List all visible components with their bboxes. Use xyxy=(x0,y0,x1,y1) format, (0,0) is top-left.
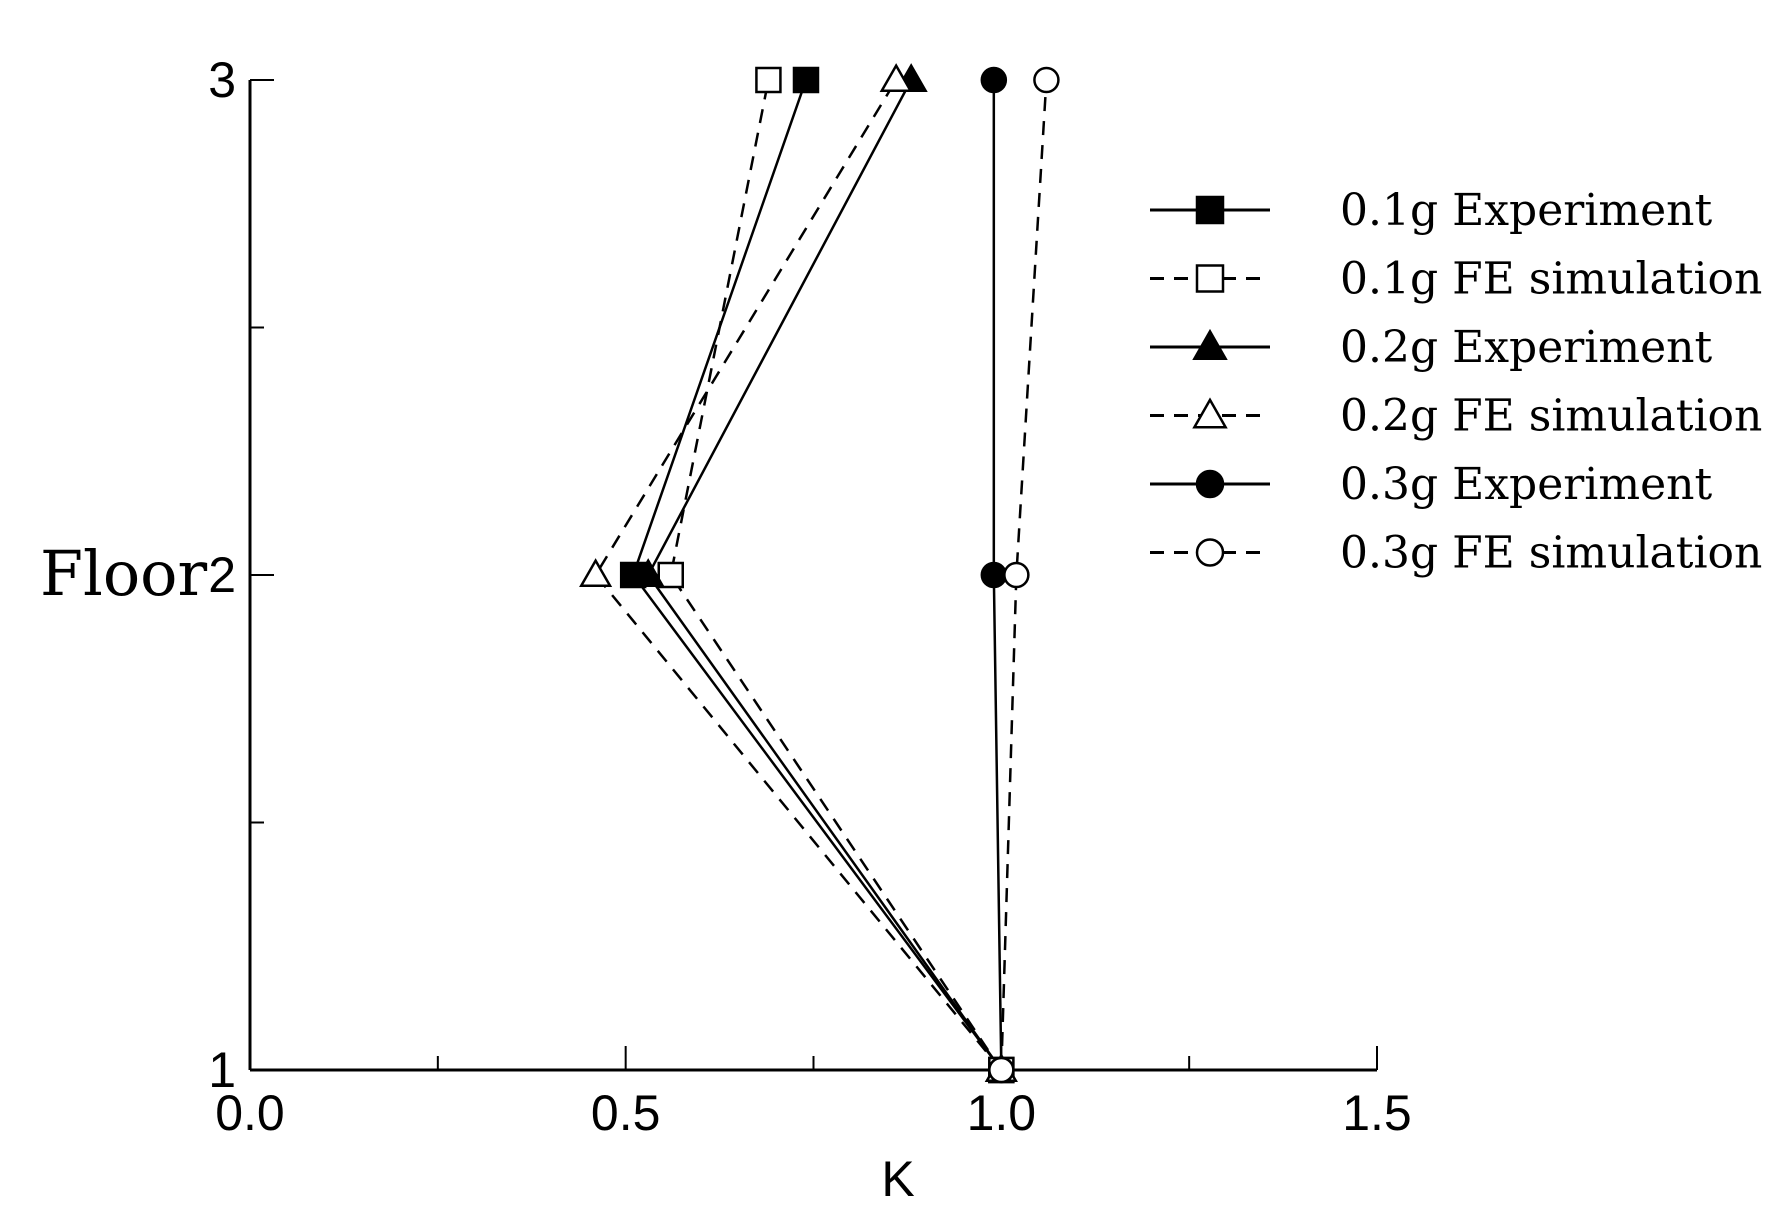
data-point xyxy=(1003,561,1030,589)
legend-item: 0.2g FE simulation xyxy=(1150,391,1762,442)
data-point xyxy=(980,561,1008,589)
y-tick-label: 3 xyxy=(208,52,236,108)
x-tick-label: 1.5 xyxy=(1342,1085,1412,1141)
series-0-1g-fe-simulation xyxy=(669,79,1003,1071)
x-tick-label: 0.5 xyxy=(591,1085,661,1141)
legend-item: 0.2g Experiment xyxy=(1150,322,1712,373)
data-point xyxy=(755,66,782,94)
legend-label: 0.1g Experiment xyxy=(1340,185,1712,236)
series-markers xyxy=(988,66,1060,1084)
data-point xyxy=(579,558,613,588)
series-layer xyxy=(579,63,1060,1084)
y-axis-title: Floor xyxy=(40,537,208,610)
legend-marker xyxy=(1195,195,1225,225)
legend-marker xyxy=(1195,469,1225,499)
ticks xyxy=(249,79,1378,1071)
data-point xyxy=(657,561,684,589)
y-tick-label: 1 xyxy=(208,1042,236,1098)
series-line xyxy=(669,79,1003,1071)
series-line xyxy=(646,79,1003,1071)
legend-label: 0.3g FE simulation xyxy=(1340,528,1762,579)
series-0-2g-experiment xyxy=(646,79,1003,1071)
x-tick-label: 0.0 xyxy=(215,1085,285,1141)
data-point xyxy=(988,1056,1015,1084)
legend-item: 0.3g FE simulation xyxy=(1150,528,1762,579)
legend-label: 0.1g FE simulation xyxy=(1340,254,1762,305)
x-axis-title: K xyxy=(881,1151,914,1207)
legend-item: 0.3g Experiment xyxy=(1150,459,1712,510)
legend: 0.1g Experiment 0.1g FE simulation 0.2g Ex… xyxy=(1150,185,1762,579)
legend-label: 0.2g FE simulation xyxy=(1340,391,1762,442)
tick-labels: 0.0 0.5 1.0 1.5 1 2 3 xyxy=(208,52,1412,1141)
series-0-1g-experiment xyxy=(631,79,1003,1071)
legend-item: 0.1g Experiment xyxy=(1150,185,1712,236)
legend-marker xyxy=(1195,538,1225,567)
legend-marker xyxy=(1192,328,1228,360)
data-point xyxy=(980,66,1008,94)
data-point xyxy=(879,63,913,93)
y-tick-label: 2 xyxy=(208,547,236,603)
legend-marker xyxy=(1195,264,1225,293)
legend-marker xyxy=(1192,397,1228,429)
series-0-3g-fe-simulation xyxy=(1000,79,1048,1071)
legend-label: 0.3g Experiment xyxy=(1340,459,1712,510)
data-point xyxy=(792,66,820,94)
data-point xyxy=(1033,66,1060,94)
data-point xyxy=(631,558,665,588)
series-markers xyxy=(631,63,1018,1083)
series-line xyxy=(631,79,1003,1071)
x-tick-label: 1.0 xyxy=(967,1085,1037,1141)
legend-label: 0.2g Experiment xyxy=(1340,322,1712,373)
legend-item: 0.1g FE simulation xyxy=(1150,254,1762,305)
axes xyxy=(248,80,1377,1072)
series-line xyxy=(1000,79,1048,1071)
